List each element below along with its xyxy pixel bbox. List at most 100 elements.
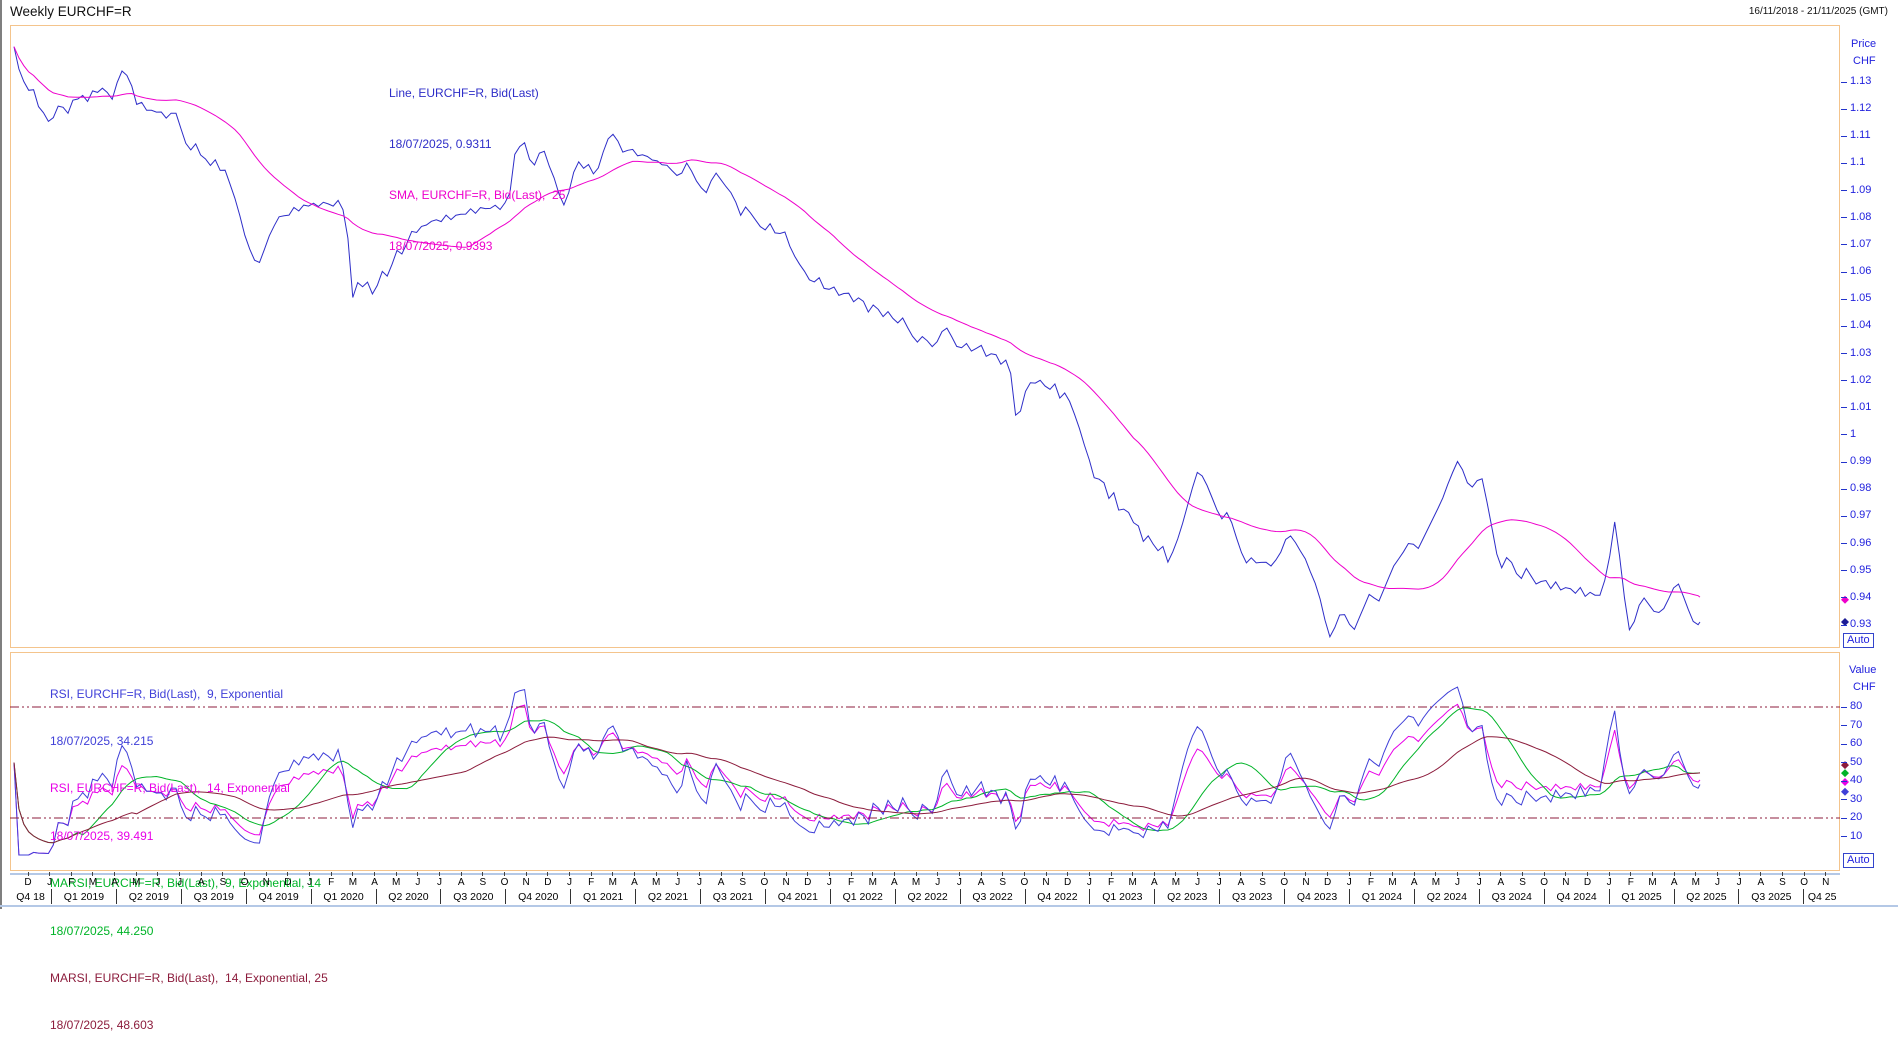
month-tick	[222, 872, 224, 876]
legend-marsi9-series: MARSI, EURCHF=R, Bid(Last), 9, Exponenti…	[50, 876, 322, 891]
legend-rsi9-value: 18/07/2025, 34.215	[50, 733, 154, 748]
month-tick	[633, 872, 635, 876]
price-axis-tick-label: 1	[1850, 427, 1857, 440]
legend-sma-series: SMA, EURCHF=R, Bid(Last), 25	[389, 188, 566, 202]
month-label: J	[1606, 877, 1612, 888]
month-tick	[374, 872, 376, 876]
price-axis-tick-label: 1.04	[1850, 319, 1872, 332]
month-tick	[1825, 872, 1827, 876]
quarter-label: Q4 2020	[518, 891, 559, 903]
month-tick	[417, 872, 419, 876]
month-tick	[1002, 872, 1004, 876]
month-label: S	[739, 877, 747, 888]
quarter-label: Q4 2022	[1037, 891, 1078, 903]
quarter-label: Q4 18	[16, 891, 45, 903]
price-line	[13, 46, 1701, 639]
quarter-label: Q2 2021	[647, 891, 689, 903]
month-tick	[742, 872, 744, 876]
main-chart-legend: Line, EURCHF=R, Bid(Last) 18/07/2025, 0.…	[389, 51, 565, 272]
price-chart-panel[interactable]	[10, 25, 1840, 648]
month-tick	[1305, 872, 1307, 876]
month-label: J	[177, 877, 183, 888]
rsi-indicator-panel[interactable]	[10, 652, 1840, 871]
month-label: S	[219, 877, 227, 888]
rsi-axis-auto-button[interactable]: Auto	[1843, 853, 1874, 868]
legend-marsi14-value: 18/07/2025, 48.603	[50, 1018, 154, 1033]
rsi-axis-tick-label: 60	[1850, 737, 1863, 749]
month-tick	[828, 872, 830, 876]
month-tick	[525, 872, 527, 876]
quarter-separator	[700, 889, 701, 904]
quarter-label: Q4 2024	[1556, 891, 1597, 903]
month-tick	[1413, 872, 1415, 876]
month-tick	[1435, 872, 1437, 876]
price-axis-tick-label: 1.02	[1850, 373, 1872, 386]
month-label: M	[1431, 877, 1441, 888]
legend-marsi9-value: 18/07/2025, 44.250	[50, 923, 154, 938]
month-label: S	[479, 877, 487, 888]
month-label: D	[1583, 877, 1592, 888]
month-label: M	[88, 877, 98, 888]
legend-line-value: 18/07/2025, 0.9311	[389, 137, 492, 151]
chart-canvas	[10, 46, 1849, 856]
marsi14-last-marker	[1841, 761, 1849, 770]
price-last-marker	[1841, 618, 1849, 627]
price-axis-tick	[1841, 162, 1847, 164]
price-axis-tick-label: 1.06	[1850, 265, 1872, 278]
legend-sma-value: 18/07/2025, 0.9393	[389, 239, 493, 253]
price-axis-tick-label: 0.95	[1850, 563, 1872, 576]
price-axis-tick	[1841, 380, 1847, 382]
month-label: O	[1280, 877, 1289, 888]
quarter-separator	[245, 889, 247, 904]
month-tick	[547, 872, 549, 876]
price-axis-tick-label: 1.13	[1850, 75, 1872, 87]
price-axis-tick-label: 1.11	[1850, 129, 1871, 142]
price-axis-tick-label: 1.08	[1850, 210, 1872, 223]
price-axis-tick	[1841, 597, 1847, 599]
month-label: A	[197, 877, 205, 888]
month-tick	[460, 872, 462, 876]
rsi14-last-marker	[1841, 777, 1849, 786]
month-tick	[850, 872, 852, 876]
month-tick	[612, 872, 614, 876]
month-tick	[1608, 872, 1610, 876]
rsi-axis-tick	[1841, 706, 1847, 708]
month-tick	[590, 872, 592, 876]
quarter-separator	[51, 889, 52, 904]
month-label: F	[848, 877, 855, 888]
month-tick	[1262, 872, 1264, 876]
price-axis-auto-button[interactable]: Auto	[1843, 633, 1874, 648]
month-tick	[309, 872, 311, 876]
price-axis-tick-label: 0.97	[1850, 509, 1872, 522]
month-label: J	[696, 877, 702, 888]
price-axis-tick-label: 0.94	[1850, 590, 1872, 603]
month-tick	[395, 872, 397, 876]
quarter-label: Q2 2025	[1686, 891, 1727, 903]
quarter-label: Q1 2021	[582, 891, 624, 903]
month-tick	[1673, 872, 1675, 876]
month-tick	[1348, 872, 1350, 876]
price-axis-tick	[1841, 353, 1847, 354]
quarter-separator	[1219, 889, 1221, 904]
month-tick	[1067, 872, 1069, 876]
quarter-separator	[310, 889, 312, 904]
month-label: M	[392, 877, 401, 888]
month-tick	[1153, 872, 1155, 876]
price-axis-tick	[1841, 570, 1847, 572]
quarter-separator	[829, 889, 831, 904]
quarter-label: Q1 2019	[63, 891, 105, 903]
month-label: A	[977, 877, 985, 888]
month-label: A	[1670, 877, 1678, 888]
quarter-separator	[1024, 889, 1026, 904]
bottom-frame-line	[0, 905, 1898, 907]
month-tick	[1478, 872, 1480, 876]
quarter-separator	[764, 889, 766, 904]
rsi-axis-tick-label: 10	[1850, 829, 1863, 842]
month-label: F	[68, 877, 75, 888]
rsi-axis-title: Value	[1849, 664, 1877, 676]
panel-splitter[interactable]	[10, 873, 1840, 875]
month-tick	[677, 872, 679, 876]
month-label: N	[1562, 877, 1570, 888]
price-axis-tick-label: 1.12	[1850, 102, 1872, 115]
month-label: M	[1171, 877, 1181, 888]
